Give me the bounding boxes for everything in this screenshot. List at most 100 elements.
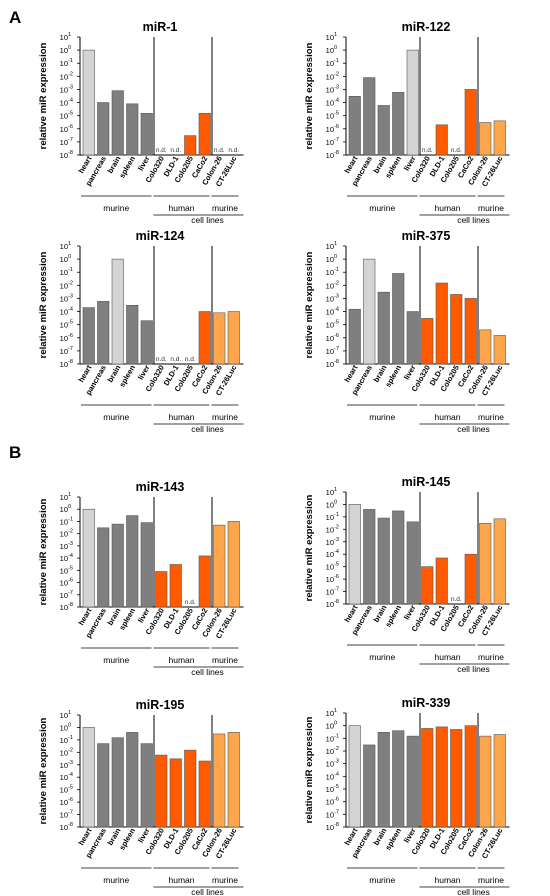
bar-spleen — [126, 304, 139, 365]
y-tick-label: 10 — [326, 151, 334, 160]
y-axis-label: relative miR expression — [304, 42, 315, 149]
group-label-murine: murine — [369, 652, 395, 662]
group-label-human: human — [435, 203, 461, 213]
y-tick-label: 10 — [326, 125, 334, 134]
y-tick-label: 10 — [60, 554, 68, 563]
bar-CT-26Luc — [493, 518, 506, 605]
y-tick-exponent: 1 — [334, 32, 337, 38]
y-tick-exponent: -5 — [334, 320, 339, 326]
y-tick-exponent: 0 — [68, 722, 71, 728]
y-tick-exponent: 0 — [334, 499, 337, 505]
y-tick-exponent: -5 — [68, 111, 73, 117]
y-tick-exponent: -6 — [334, 797, 339, 803]
y-tick-label: 10 — [326, 500, 334, 509]
bar-CT-26Luc — [227, 732, 240, 828]
y-tick-label: 10 — [60, 761, 68, 770]
y-tick-exponent: -1 — [334, 512, 339, 518]
bar-liver — [140, 743, 153, 828]
y-tick-exponent: -1 — [334, 733, 339, 739]
not-detected-label: n.d. — [185, 356, 196, 363]
bar-CT-26Luc — [227, 311, 240, 365]
bar-spleen — [392, 730, 405, 828]
not-detected-label: n.d. — [170, 356, 181, 363]
y-tick-label: 10 — [326, 334, 334, 343]
bar-pancreas — [363, 77, 376, 156]
y-tick-exponent: -4 — [334, 549, 339, 555]
y-tick-label: 10 — [326, 138, 334, 147]
y-tick-label: 10 — [60, 360, 68, 369]
y-tick-exponent: -5 — [334, 562, 339, 568]
not-detected-label: n.d. — [170, 147, 181, 154]
y-tick-exponent: -3 — [334, 759, 339, 765]
cell-lines-label: cell lines — [191, 887, 224, 896]
y-tick-exponent: -8 — [334, 599, 339, 605]
y-tick-label: 10 — [326, 722, 334, 731]
y-tick-exponent: -3 — [68, 541, 73, 547]
bar-liver — [406, 311, 419, 365]
y-tick-exponent: -3 — [68, 293, 73, 299]
y-tick-exponent: -7 — [68, 810, 73, 816]
chart-title: miR-195 — [136, 698, 185, 712]
y-tick-exponent: -5 — [334, 784, 339, 790]
bar-pancreas — [97, 527, 110, 608]
bar-brain — [111, 523, 124, 608]
y-tick-exponent: -4 — [334, 307, 339, 313]
bar-DLD-1 — [435, 726, 448, 828]
y-tick-exponent: 0 — [334, 45, 337, 51]
not-detected-label: n.d. — [451, 147, 462, 154]
bar-liver — [140, 113, 153, 156]
y-tick-label: 10 — [326, 600, 334, 609]
y-tick-label: 10 — [326, 772, 334, 781]
y-tick-label: 10 — [326, 513, 334, 522]
bar-heart — [82, 727, 95, 828]
bar-spleen — [392, 510, 405, 605]
group-label-murine: murine — [369, 875, 395, 885]
bar-pancreas — [97, 301, 110, 365]
y-axis-label: relative miR expression — [304, 716, 315, 823]
group-label-murine-cells: murine — [478, 652, 504, 662]
y-tick-label: 10 — [60, 542, 68, 551]
group-label-murine: murine — [369, 412, 395, 422]
y-tick-label: 10 — [326, 563, 334, 572]
bar-CaCo2 — [198, 113, 211, 156]
y-tick-exponent: -4 — [68, 307, 73, 313]
y-tick-label: 10 — [60, 711, 68, 720]
y-tick-exponent: -8 — [68, 359, 73, 365]
y-tick-exponent: -6 — [334, 333, 339, 339]
bar-Colon-26 — [479, 523, 492, 605]
bar-liver — [406, 521, 419, 605]
bar-brain — [111, 737, 124, 828]
group-label-human: human — [435, 652, 461, 662]
y-tick-label: 10 — [60, 294, 68, 303]
group-label-human: human — [169, 412, 195, 422]
y-tick-exponent: -7 — [68, 137, 73, 143]
bar-CaCo2 — [464, 725, 477, 828]
y-tick-label: 10 — [326, 588, 334, 597]
y-tick-exponent: -7 — [334, 809, 339, 815]
y-axis-label: relative miR expression — [38, 42, 49, 149]
y-tick-label: 10 — [326, 488, 334, 497]
chart-title: miR-375 — [402, 229, 451, 243]
group-label-human: human — [169, 203, 195, 213]
y-tick-label: 10 — [60, 773, 68, 782]
y-tick-exponent: -8 — [68, 822, 73, 828]
y-tick-label: 10 — [326, 360, 334, 369]
y-tick-label: 10 — [60, 321, 68, 330]
y-tick-label: 10 — [326, 810, 334, 819]
bar-pancreas — [363, 744, 376, 828]
y-tick-exponent: 0 — [334, 254, 337, 260]
bar-brain — [111, 90, 124, 156]
cell-lines-label: cell lines — [457, 424, 490, 434]
y-tick-label: 10 — [60, 255, 68, 264]
bar-CaCo2 — [464, 89, 477, 156]
group-label-human: human — [435, 412, 461, 422]
y-tick-label: 10 — [60, 736, 68, 745]
panel-label-b: B — [9, 443, 22, 462]
cell-lines-label: cell lines — [191, 215, 224, 225]
y-tick-exponent: 1 — [334, 708, 337, 714]
bar-DLD-1 — [435, 557, 448, 605]
y-tick-exponent: 0 — [68, 254, 71, 260]
